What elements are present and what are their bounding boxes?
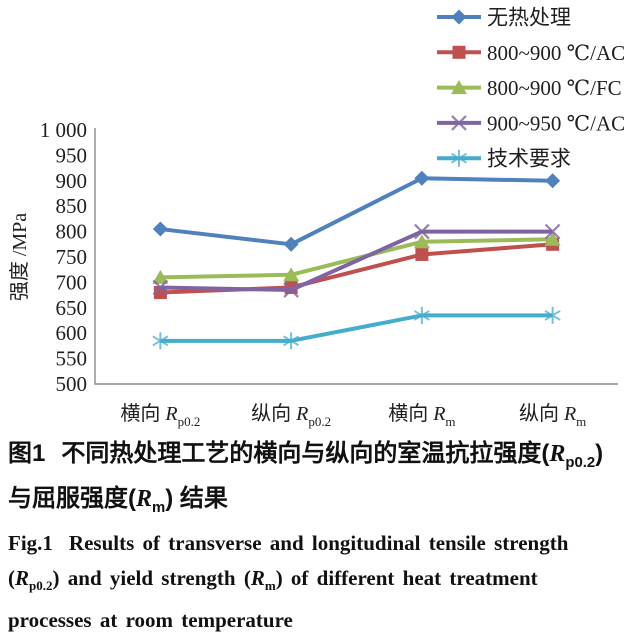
- symbol-R: R: [250, 565, 265, 590]
- triangle-marker: [451, 80, 467, 95]
- y-tick-label: 550: [56, 347, 88, 371]
- paren-close: ): [595, 440, 604, 467]
- symbol-R: R: [15, 565, 30, 590]
- x-category-labels: 横向 Rp0.2 纵向 Rp0.2 横向 Rm 纵向 Rm: [120, 402, 586, 429]
- subscript-m: m: [264, 577, 276, 593]
- caption-cn-text: ) 结果: [165, 484, 228, 512]
- y-tick-label: 900: [56, 169, 88, 193]
- legend-item-4: 技术要求: [437, 147, 571, 171]
- star-marker: [152, 332, 169, 350]
- legend: 无热处理 800~900 ℃/AC 800~900 ℃/FC 900~950 ℃/AC…: [437, 6, 625, 171]
- series-3: [152, 223, 561, 298]
- star-marker: [450, 149, 468, 167]
- subscript-p02: p0.2: [29, 577, 53, 593]
- x-category-label: 纵向 Rp0.2: [251, 402, 331, 429]
- legend-label: 无热处理: [487, 6, 571, 30]
- figure-number-en: Fig.1: [8, 530, 53, 555]
- symbol-R: R: [549, 441, 566, 467]
- y-tick-label: 700: [56, 270, 88, 294]
- diamond-marker: [414, 170, 430, 186]
- subscript-p02: p0.2: [565, 454, 596, 471]
- diamond-marker: [152, 221, 168, 237]
- series-line: [160, 237, 553, 280]
- x-marker: [451, 115, 467, 131]
- y-tick-label: 1 000: [40, 118, 87, 142]
- triangle-marker: [544, 231, 561, 246]
- x-category-label: 纵向 Rm: [519, 402, 586, 429]
- legend-item-3: 900~950 ℃/AC: [437, 111, 625, 135]
- square-marker: [415, 247, 429, 261]
- legend-item-1: 800~900 ℃/AC: [437, 41, 625, 65]
- series-line: [160, 313, 553, 343]
- axis-lines: [94, 128, 618, 385]
- y-axis-title: 强度 /MPa: [8, 213, 31, 301]
- series-0: [152, 170, 561, 252]
- star-marker: [413, 306, 430, 324]
- caption-cn-text: 与屈服强度(: [8, 484, 136, 512]
- y-tick-label: 500: [56, 372, 88, 396]
- series-2: [152, 231, 561, 284]
- figure-caption: 图1 不同热处理工艺的横向与纵向的室温抗拉强度(Rp0.2) 与屈服强度(Rm) …: [0, 432, 639, 638]
- star-marker: [544, 306, 561, 324]
- caption-cn-text: 不同热处理工艺的横向与纵向的室温抗拉强度(: [61, 440, 550, 467]
- x-category-label: 横向 Rp0.2: [120, 402, 200, 429]
- x-marker: [544, 223, 561, 240]
- subscript-m: m: [152, 499, 166, 516]
- legend-item-0: 无热处理: [437, 6, 571, 30]
- paren-open: (: [8, 565, 15, 590]
- star-marker: [283, 332, 300, 350]
- y-tick-label: 950: [56, 143, 88, 167]
- triangle-marker: [152, 269, 169, 284]
- triangle-marker: [283, 267, 300, 282]
- series-line: [160, 176, 553, 247]
- series-line: [160, 229, 553, 293]
- diamond-marker: [545, 173, 561, 189]
- square-marker: [452, 45, 466, 59]
- y-tick-label: 800: [56, 220, 88, 244]
- legend-item-2: 800~900 ℃/FC: [437, 76, 622, 100]
- caption-en-text: ) of different heat treatment: [275, 565, 538, 590]
- series-4: [152, 306, 561, 350]
- y-tick-label: 850: [56, 194, 88, 218]
- figure-number-cn: 图1: [8, 440, 46, 467]
- caption-en-line3: processes at room temperature: [8, 603, 631, 638]
- caption-en-line2: (Rp0.2) and yield strength (Rm) of diffe…: [8, 561, 631, 603]
- caption-cn-line1: 图1 不同热处理工艺的横向与纵向的室温抗拉强度(Rp0.2): [8, 436, 631, 481]
- legend-label: 900~950 ℃/AC: [487, 111, 625, 135]
- x-marker: [283, 282, 299, 298]
- triangle-marker: [413, 234, 430, 249]
- caption-en-text: ) and yield strength (: [52, 565, 251, 590]
- caption-en-line1: Fig.1 Results of transverse and longitudi…: [8, 526, 631, 561]
- diamond-marker: [451, 9, 467, 25]
- symbol-R: R: [136, 485, 153, 512]
- legend-label: 800~900 ℃/FC: [487, 76, 622, 100]
- legend-label: 技术要求: [487, 147, 571, 171]
- y-tick-label: 600: [56, 321, 88, 345]
- x-marker: [152, 279, 169, 296]
- x-marker: [414, 223, 430, 240]
- y-tick-label: 650: [56, 296, 88, 320]
- legend-label: 800~900 ℃/AC: [487, 41, 625, 65]
- caption-cn-line2: 与屈服强度(Rm) 结果: [8, 481, 631, 526]
- caption-en-text: Results of transverse and longitudinal t…: [68, 530, 569, 555]
- caption-en-text: processes at room temperature: [8, 607, 293, 632]
- series-line: [160, 242, 553, 295]
- diamond-marker: [283, 236, 299, 252]
- x-category-label: 横向 Rm: [388, 402, 455, 429]
- y-tick-label: 750: [56, 245, 88, 269]
